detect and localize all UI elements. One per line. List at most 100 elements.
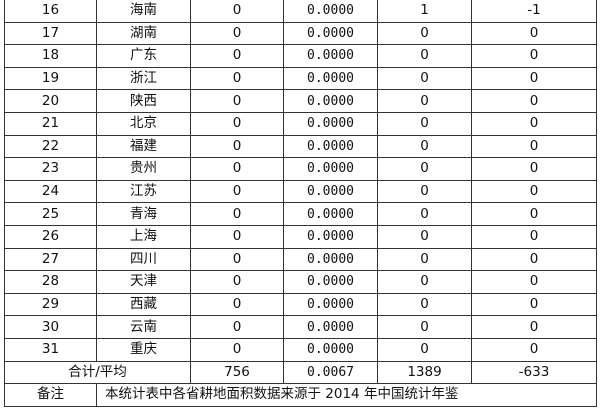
cell-c1: 0: [190, 66, 284, 91]
cell-province: 广东: [96, 44, 191, 68]
cell-no: 30: [4, 315, 97, 339]
cell-c1: 0: [190, 0, 284, 23]
cell-c2: 0.0000: [283, 202, 378, 226]
table-row: 30 云南 0 0.0000 0 0: [4, 315, 597, 339]
cell-province: 天津: [96, 270, 191, 294]
cell-c4: 0: [471, 44, 597, 68]
table-row: 21 北京 0 0.0000 0 0: [4, 111, 597, 136]
note-text: 本统计表中各省耕地面积数据来源于 2014 年中国统计年鉴: [96, 383, 597, 407]
total-row: 合计/平均 756 0.0067 1389 -633: [4, 360, 597, 385]
total-c4: -633: [471, 360, 597, 385]
cell-c1: 0: [190, 134, 284, 159]
cell-c3: 0: [377, 21, 472, 46]
cell-c3: 0: [377, 134, 472, 159]
cell-c1: 0: [190, 21, 284, 46]
cell-c2: 0.0000: [283, 21, 378, 46]
cell-c1: 0: [190, 202, 284, 226]
table-row: 18 广东 0 0.0000 0 0: [4, 44, 597, 68]
table-row: 24 江苏 0 0.0000 0 0: [4, 179, 597, 204]
cell-province: 海南: [96, 0, 191, 23]
cell-c3: 1: [377, 0, 472, 23]
cell-c3: 0: [377, 89, 472, 113]
cell-no: 26: [4, 224, 97, 249]
cell-c4: 0: [471, 21, 597, 46]
table-row: 20 陕西 0 0.0000 0 0: [4, 89, 597, 113]
total-c1: 756: [190, 360, 284, 385]
cell-c1: 0: [190, 224, 284, 249]
cell-c1: 0: [190, 157, 284, 181]
cell-province: 云南: [96, 315, 191, 339]
cell-c2: 0.0000: [283, 89, 378, 113]
cell-c4: 0: [471, 134, 597, 159]
cell-no: 22: [4, 134, 97, 159]
cell-c2: 0.0000: [283, 111, 378, 136]
total-c2: 0.0067: [283, 360, 378, 385]
table-row: 29 西藏 0 0.0000 0 0: [4, 292, 597, 317]
cell-c1: 0: [190, 337, 284, 362]
cell-c3: 0: [377, 292, 472, 317]
table-row: 26 上海 0 0.0000 0 0: [4, 224, 597, 249]
total-c3: 1389: [377, 360, 472, 385]
province-data-table: 16 海南 0 0.0000 1 -1 17 湖南 0 0.0000 0 0 18 广东 0 0.0000 0 0…: [4, 0, 597, 407]
cell-c2: 0.0000: [283, 315, 378, 339]
cell-c4: 0: [471, 111, 597, 136]
cell-c4: 0: [471, 315, 597, 339]
cell-c2: 0.0000: [283, 157, 378, 181]
cell-no: 18: [4, 44, 97, 68]
cell-c4: 0: [471, 89, 597, 113]
cell-c2: 0.0000: [283, 292, 378, 317]
cell-c2: 0.0000: [283, 270, 378, 294]
cell-province: 贵州: [96, 157, 191, 181]
cell-c3: 0: [377, 44, 472, 68]
cell-no: 28: [4, 270, 97, 294]
cell-no: 21: [4, 111, 97, 136]
cell-c2: 0.0000: [283, 179, 378, 204]
cell-c3: 0: [377, 202, 472, 226]
cell-c3: 0: [377, 66, 472, 91]
table-body: 16 海南 0 0.0000 1 -1 17 湖南 0 0.0000 0 0 18 广东 0 0.0000 0 0…: [4, 0, 597, 407]
cell-province: 江苏: [96, 179, 191, 204]
cell-c2: 0.0000: [283, 0, 378, 23]
cell-c1: 0: [190, 270, 284, 294]
cell-c4: 0: [471, 247, 597, 272]
cell-c3: 0: [377, 111, 472, 136]
table-row: 27 四川 0 0.0000 0 0: [4, 247, 597, 272]
cell-c3: 0: [377, 315, 472, 339]
cell-province: 四川: [96, 247, 191, 272]
cell-c1: 0: [190, 292, 284, 317]
cell-province: 青海: [96, 202, 191, 226]
table-row: 25 青海 0 0.0000 0 0: [4, 202, 597, 226]
cell-c1: 0: [190, 44, 284, 68]
cell-province: 北京: [96, 111, 191, 136]
cell-no: 27: [4, 247, 97, 272]
cell-c1: 0: [190, 315, 284, 339]
table-row: 22 福建 0 0.0000 0 0: [4, 134, 597, 159]
cell-c4: 0: [471, 224, 597, 249]
table-row: 31 重庆 0 0.0000 0 0: [4, 337, 597, 362]
cell-province: 福建: [96, 134, 191, 159]
cell-no: 17: [4, 21, 97, 46]
table-row: 17 湖南 0 0.0000 0 0: [4, 21, 597, 46]
cell-c2: 0.0000: [283, 337, 378, 362]
cell-no: 25: [4, 202, 97, 226]
cell-c3: 0: [377, 179, 472, 204]
total-label: 合计/平均: [4, 360, 191, 385]
note-row: 备注 本统计表中各省耕地面积数据来源于 2014 年中国统计年鉴: [4, 383, 597, 407]
cell-no: 16: [4, 0, 97, 23]
cell-c2: 0.0000: [283, 134, 378, 159]
note-label: 备注: [4, 383, 97, 407]
cell-province: 西藏: [96, 292, 191, 317]
table-row: 28 天津 0 0.0000 0 0: [4, 270, 597, 294]
cell-province: 湖南: [96, 21, 191, 46]
cell-no: 24: [4, 179, 97, 204]
cell-c3: 0: [377, 157, 472, 181]
cell-c3: 0: [377, 337, 472, 362]
cell-c3: 0: [377, 247, 472, 272]
cell-province: 重庆: [96, 337, 191, 362]
cell-province: 上海: [96, 224, 191, 249]
cell-c4: 0: [471, 202, 597, 226]
table-row: 23 贵州 0 0.0000 0 0: [4, 157, 597, 181]
cell-no: 23: [4, 157, 97, 181]
cell-no: 20: [4, 89, 97, 113]
cell-c4: 0: [471, 292, 597, 317]
